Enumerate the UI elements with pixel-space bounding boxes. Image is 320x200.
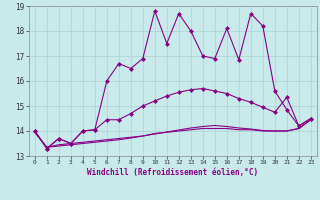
X-axis label: Windchill (Refroidissement éolien,°C): Windchill (Refroidissement éolien,°C) [87,168,258,177]
